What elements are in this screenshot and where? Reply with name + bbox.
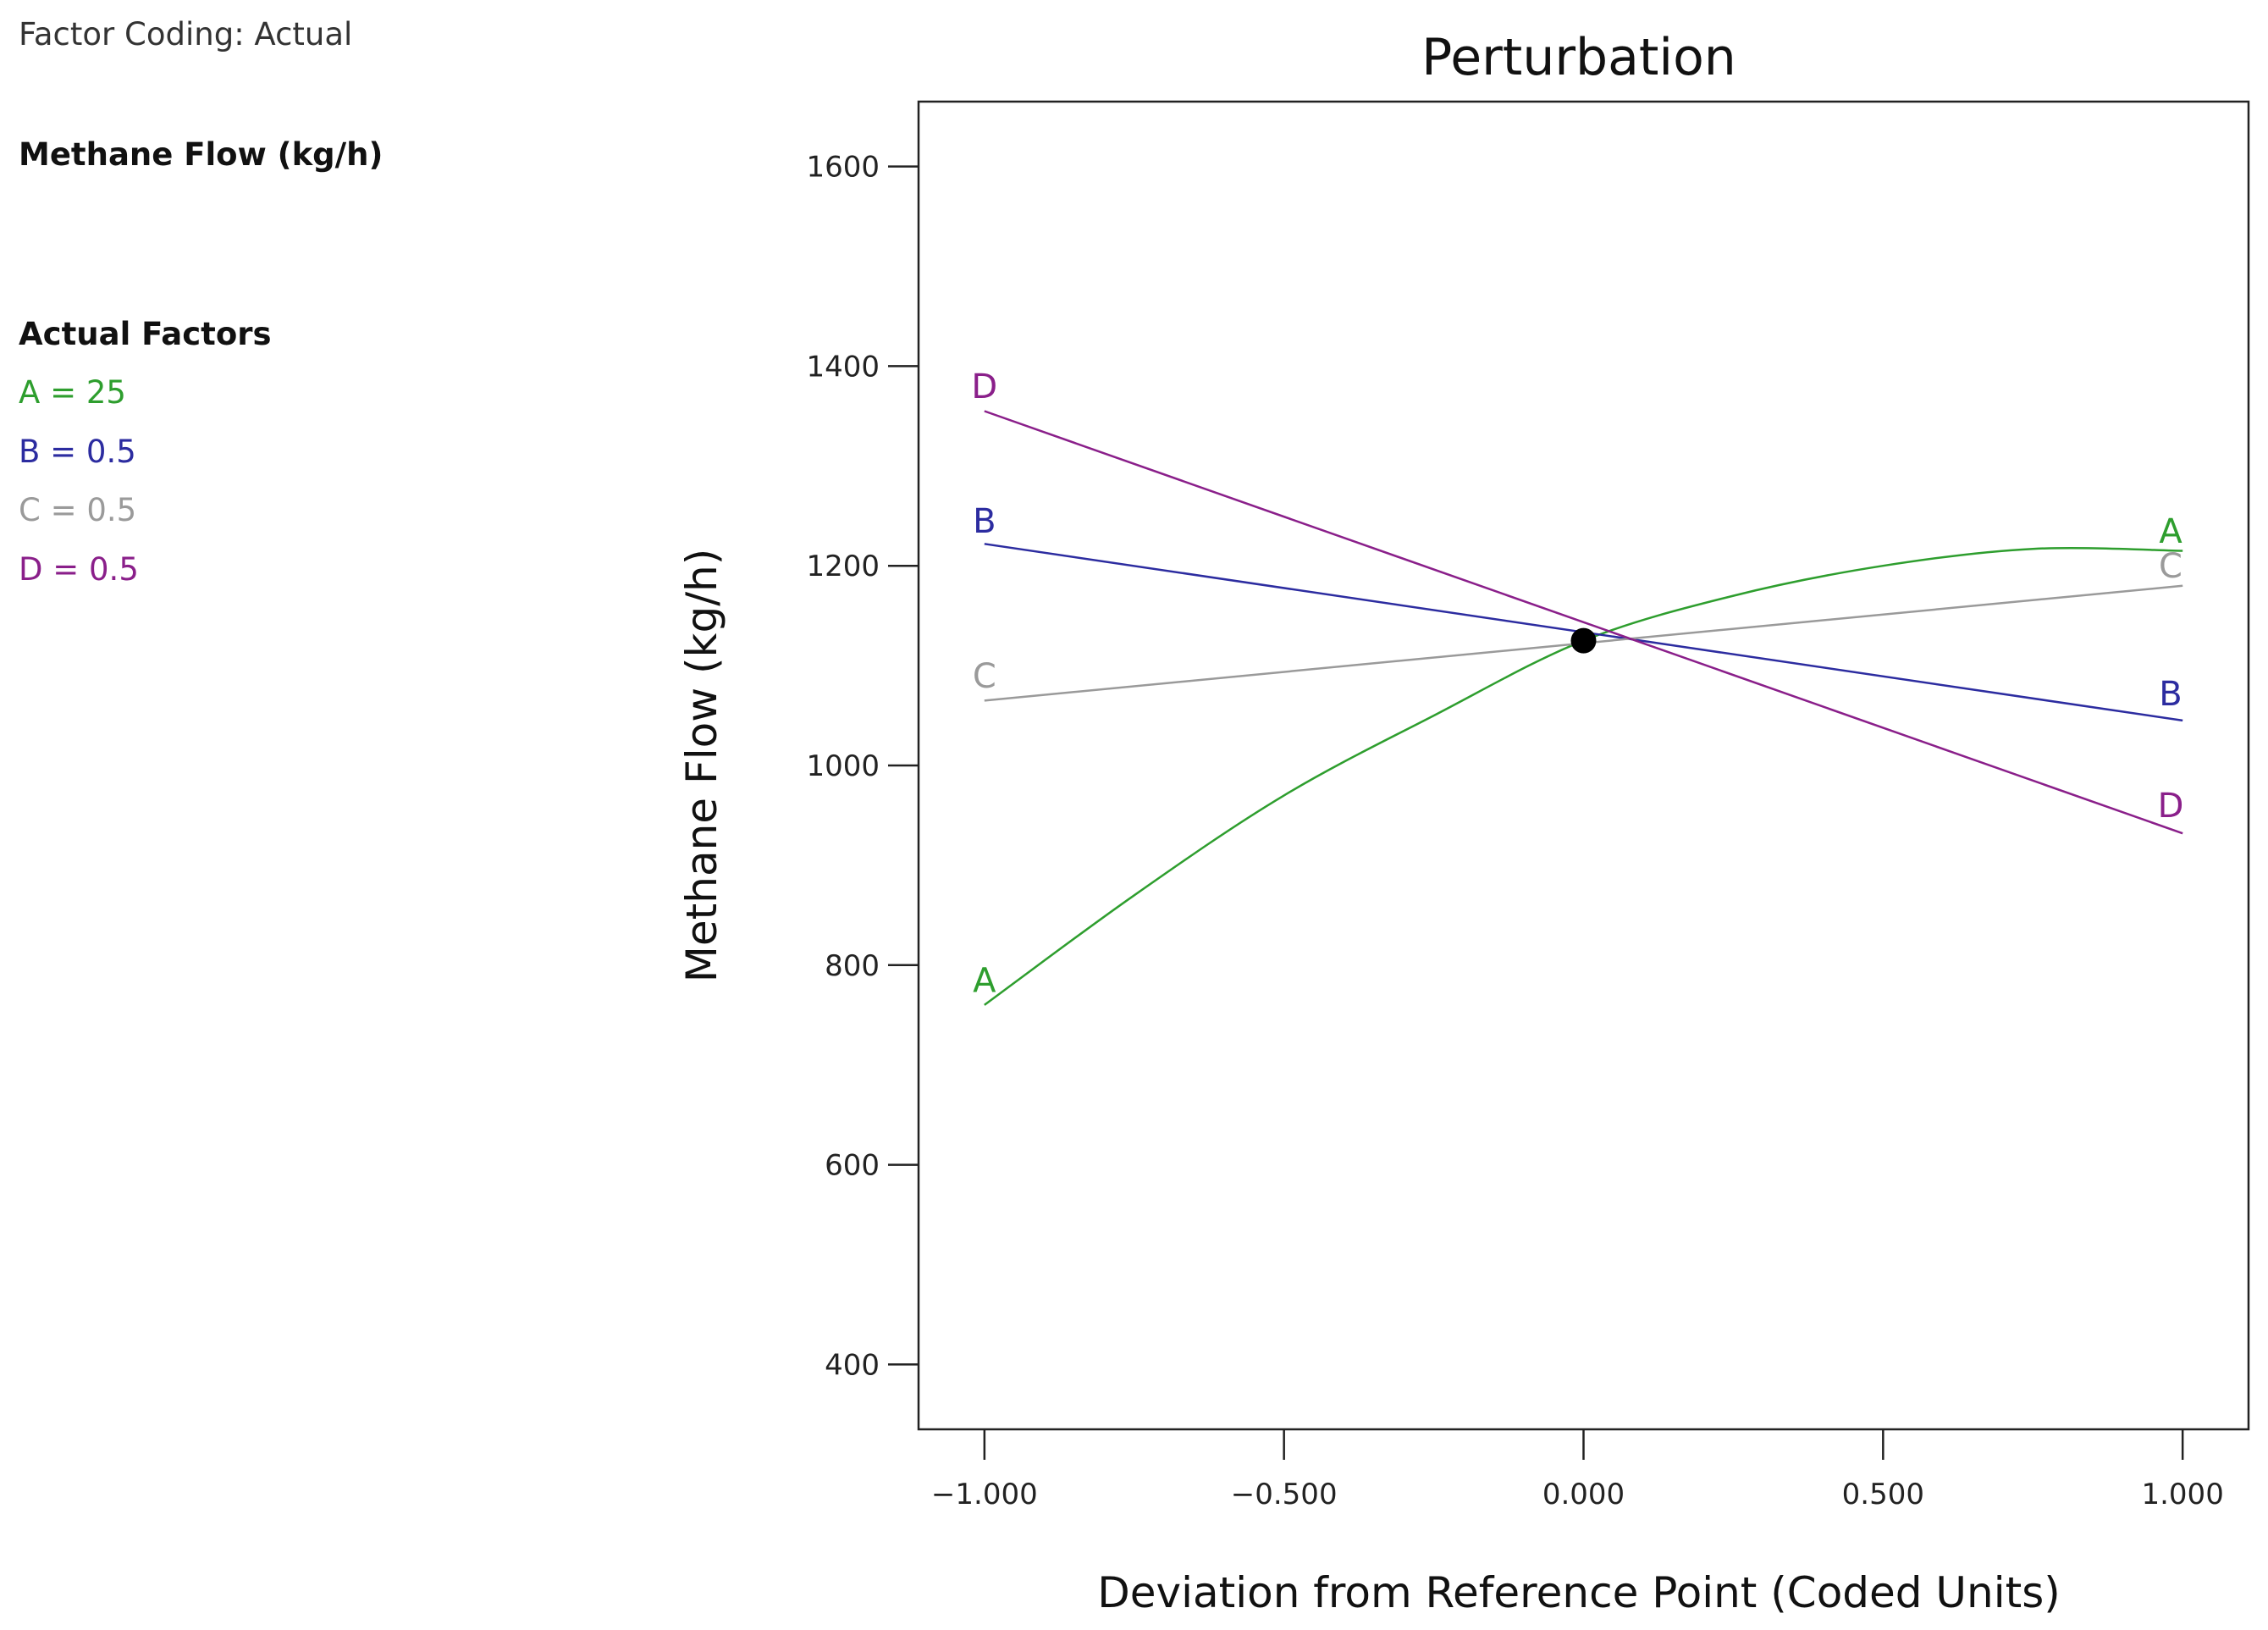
series-line-a: [984, 546, 2183, 1006]
series-line-d: [984, 410, 2183, 835]
curve-label-c: C: [973, 657, 996, 696]
y-tick-label: 1400: [806, 350, 880, 384]
factor-coding-label: Factor Coding: Actual: [19, 16, 353, 52]
x-tick-label: −0.500: [1231, 1478, 1338, 1511]
x-axis-title: Deviation from Reference Point (Coded Un…: [1097, 1568, 2061, 1617]
curve-label-c: C: [2159, 547, 2182, 586]
y-tick-label: 600: [825, 1149, 880, 1183]
x-tick-label: 0.000: [1542, 1478, 1625, 1511]
curve-label-d: D: [2158, 787, 2184, 826]
factor-a-value: A = 25: [19, 374, 126, 411]
reference-point-marker: [1570, 627, 1597, 654]
axes-layer: 400 600 800 1000 1200 1400 1600 −1.000 −0.500 0.0…: [806, 151, 2223, 1511]
y-tick-label: 1600: [806, 151, 880, 185]
y-axis-title: Methane Flow (kg/h): [677, 549, 726, 982]
y-tick-label: 1000: [806, 749, 880, 783]
x-tick-label: 1.000: [2141, 1478, 2223, 1511]
x-tick-label: −1.000: [931, 1478, 1038, 1511]
curve-label-a: A: [2159, 512, 2182, 551]
y-tick-label: 400: [825, 1348, 880, 1382]
factor-d-value: D = 0.5: [19, 551, 139, 588]
factor-b-value: B = 0.5: [19, 434, 136, 470]
y-tick-label: 800: [825, 949, 880, 983]
curve-label-a: A: [973, 961, 996, 1000]
curve-label-d: D: [971, 367, 997, 406]
curve-label-b: B: [973, 502, 996, 541]
series-layer: [984, 410, 2183, 1006]
plot-area-frame: [917, 100, 2250, 1431]
curve-labels-layer: A A B B C C D D: [971, 367, 2183, 1000]
curve-label-b: B: [2159, 675, 2182, 714]
chart-title: Perturbation: [1421, 28, 1736, 87]
actual-factors-heading: Actual Factors: [19, 316, 272, 352]
response-name-label: Methane Flow (kg/h): [19, 136, 384, 173]
x-tick-label: 0.500: [1842, 1478, 1924, 1511]
factor-c-value: C = 0.5: [19, 492, 137, 528]
y-tick-label: 1200: [806, 550, 880, 583]
factor-info-panel: Factor Coding: Actual Methane Flow (kg/h…: [19, 0, 611, 644]
